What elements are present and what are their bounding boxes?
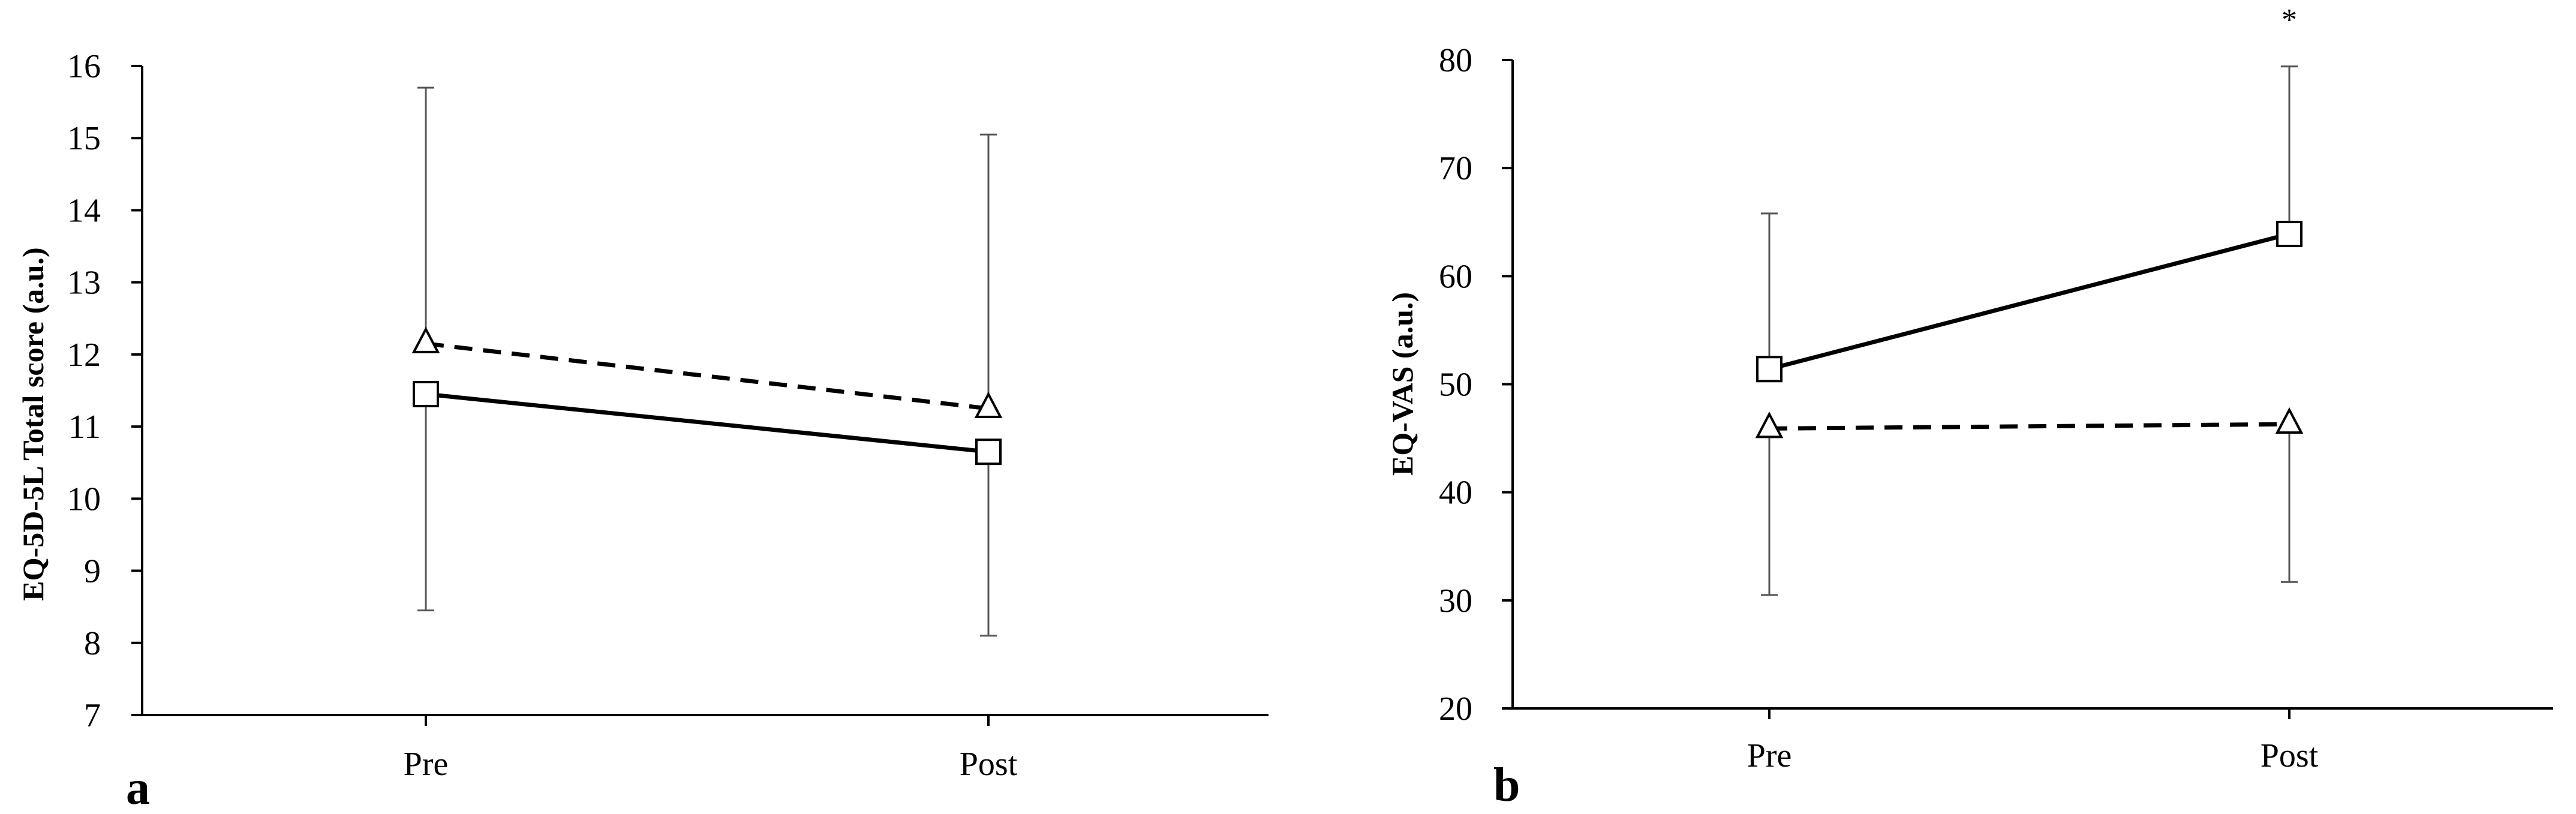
y-tick-label: 70 (1439, 150, 1472, 187)
data-point-square (413, 381, 439, 408)
y-axis-label: EQ-VAS (a.u.) (1385, 292, 1419, 476)
chart-panel-b: EQ-VAS (a.u.) b 20 30 40 50 60 70 80 Pre Post * (1385, 3, 2553, 812)
y-axis-label: EQ-5D-5L Total score (a.u.) (16, 247, 50, 600)
panel-label: a (126, 762, 150, 814)
y-tick-label: 8 (84, 625, 101, 662)
series-line (1769, 422, 2290, 431)
y-tick-label: 16 (67, 48, 101, 85)
y-tick-label: 7 (84, 697, 101, 734)
chart-panel-a: EQ-5D-5L Total score (a.u.) a 7 8 9 10 11 12 1… (16, 48, 1269, 814)
data-point-triangle (411, 326, 440, 353)
y-tick-label: 60 (1439, 258, 1472, 295)
data-point-triangle (1755, 411, 1784, 438)
y-tick-label: 14 (67, 192, 101, 229)
data-point-square (2276, 221, 2303, 248)
x-tick-label: Post (960, 746, 1018, 783)
panel-label: b (1493, 759, 1520, 812)
significance-marker: * (2282, 3, 2297, 37)
x-tick-label: Post (2261, 737, 2319, 774)
y-tick-label: 40 (1439, 474, 1472, 512)
series-line (425, 392, 989, 454)
series-line (1769, 232, 2290, 371)
y-tick-label: 9 (84, 553, 101, 590)
y-tick-label: 30 (1439, 582, 1472, 620)
y-tick-label: 50 (1439, 367, 1472, 404)
y-tick-label: 13 (67, 265, 101, 302)
x-tick-label: Pre (404, 746, 449, 783)
data-point-triangle (974, 391, 1003, 419)
y-tick-label: 10 (67, 480, 101, 518)
data-point-square (1756, 356, 1783, 383)
y-tick-label: 80 (1439, 42, 1472, 79)
x-tick-label: Pre (1747, 737, 1792, 774)
data-point-square (975, 438, 1002, 465)
series-line (425, 341, 989, 411)
y-tick-label: 11 (68, 408, 101, 446)
y-tick-label: 15 (67, 120, 101, 157)
data-point-triangle (2275, 407, 2304, 434)
y-tick-label: 20 (1439, 690, 1472, 728)
y-tick-label: 12 (67, 337, 101, 374)
